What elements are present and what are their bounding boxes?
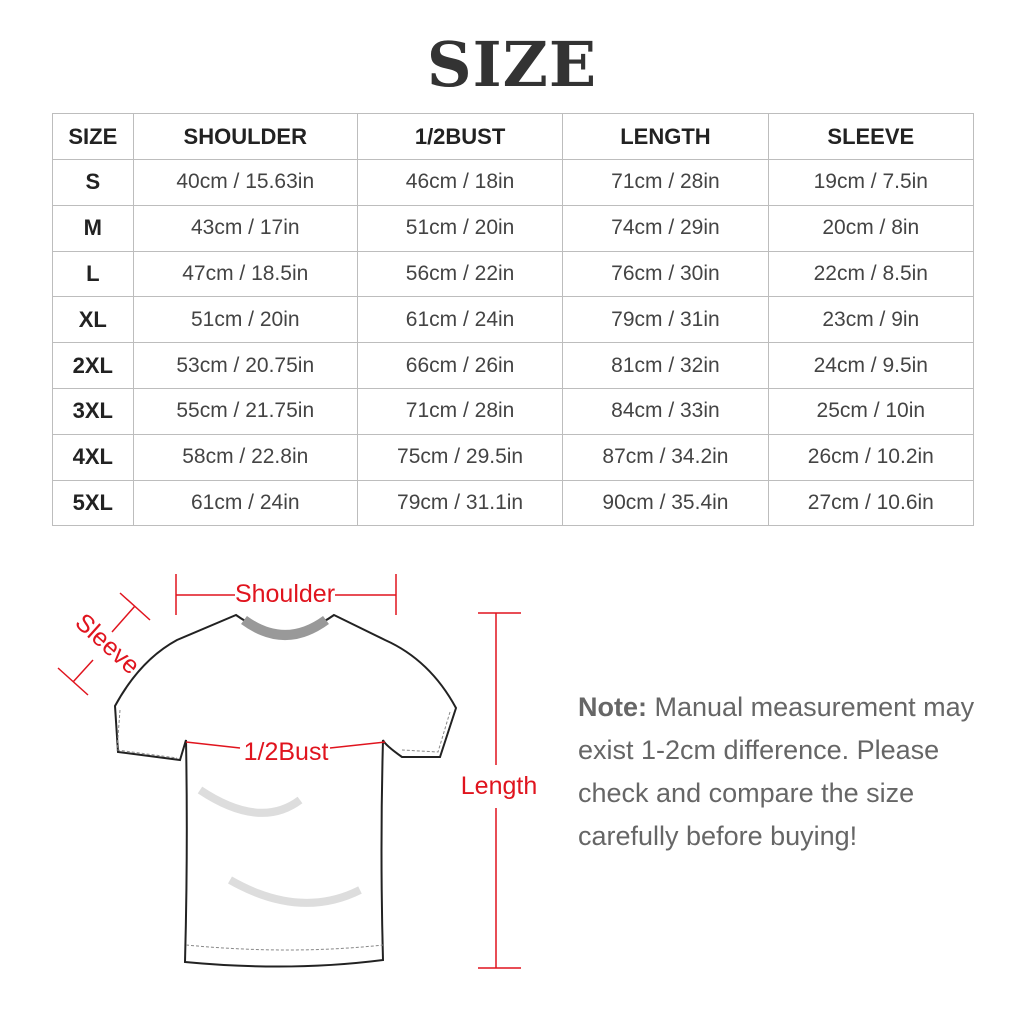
measurement-cell: 53cm / 20.75in (132, 342, 358, 389)
measurement-cell: 75cm / 29.5in (356, 433, 564, 481)
measurement-cell: 55cm / 21.75in (132, 387, 358, 435)
table-row: 5XL 61cm / 24in 79cm / 31.1in 90cm / 35.4in… (52, 479, 975, 527)
column-header: LENGTH (562, 113, 769, 160)
column-header: 1/2BUST (356, 113, 564, 160)
size-cell: 4XL (52, 433, 134, 481)
table-row: 2XL 53cm / 20.75in 66cm / 26in 81cm / 32in 2… (52, 342, 975, 389)
column-header: SLEEVE (767, 113, 975, 160)
sleeve-label: Sleeve (70, 608, 146, 680)
measurement-cell: 51cm / 20in (356, 204, 564, 252)
table-row: XL 51cm / 20in 61cm / 24in 79cm / 31in 23cm … (52, 296, 975, 344)
length-label: Length (461, 772, 537, 800)
table-header-row: SIZE SHOULDER 1/2BUST LENGTH SLEEVE (52, 113, 975, 160)
measurement-cell: 20cm / 8in (767, 204, 975, 252)
measurement-cell: 79cm / 31in (562, 296, 769, 344)
measurement-cell: 71cm / 28in (562, 159, 769, 206)
measurement-cell: 76cm / 30in (562, 250, 769, 298)
measurement-cell: 87cm / 34.2in (562, 433, 769, 481)
note-label: Note: (578, 692, 647, 722)
measurement-cell: 19cm / 7.5in (767, 159, 975, 206)
measurement-cell: 90cm / 35.4in (562, 479, 769, 527)
measurement-cell: 43cm / 17in (132, 204, 358, 252)
measurement-cell: 79cm / 31.1in (356, 479, 564, 527)
measurement-cell: 84cm / 33in (562, 387, 769, 435)
measurement-cell: 61cm / 24in (132, 479, 358, 527)
note-text: Manual measurement may exist 1-2cm diffe… (578, 692, 975, 851)
measurement-cell: 22cm / 8.5in (767, 250, 975, 298)
measurement-cell: 23cm / 9in (767, 296, 975, 344)
measurement-cell: 27cm / 10.6in (767, 479, 975, 527)
measurement-cell: 66cm / 26in (356, 342, 564, 389)
bust-label: 1/2Bust (244, 738, 329, 766)
size-cell: 3XL (52, 387, 134, 435)
measurement-cell: 56cm / 22in (356, 250, 564, 298)
size-cell: L (52, 250, 134, 298)
table-row: S 40cm / 15.63in 46cm / 18in 71cm / 28in 19c… (52, 159, 975, 206)
table-row: 3XL 55cm / 21.75in 71cm / 28in 84cm / 33in 2… (52, 387, 975, 435)
page-title: SIZE (426, 28, 598, 101)
tshirt-illustration (113, 613, 458, 968)
measurement-cell: 24cm / 9.5in (767, 342, 975, 389)
measurement-cell: 81cm / 32in (562, 342, 769, 389)
table-row: L 47cm / 18.5in 56cm / 22in 76cm / 30in 22cm… (52, 250, 975, 298)
table-row: M 43cm / 17in 51cm / 20in 74cm / 29in 20cm /… (52, 204, 975, 252)
measurement-cell: 46cm / 18in (356, 159, 564, 206)
size-table: SIZE SHOULDER 1/2BUST LENGTH SLEEVE S 40cm / … (52, 113, 975, 527)
size-cell: 5XL (52, 479, 134, 527)
measurement-cell: 25cm / 10in (767, 387, 975, 435)
measurement-cell: 40cm / 15.63in (132, 159, 358, 206)
column-header: SHOULDER (132, 113, 358, 160)
measurement-cell: 74cm / 29in (562, 204, 769, 252)
shoulder-label: Shoulder (235, 580, 335, 608)
measurement-cell: 58cm / 22.8in (132, 433, 358, 481)
column-header: SIZE (52, 113, 134, 160)
size-cell: XL (52, 296, 134, 344)
measurement-cell: 47cm / 18.5in (132, 250, 358, 298)
measurement-cell: 71cm / 28in (356, 387, 564, 435)
size-cell: S (52, 159, 134, 206)
measurement-cell: 51cm / 20in (132, 296, 358, 344)
table-row: 4XL 58cm / 22.8in 75cm / 29.5in 87cm / 34.2… (52, 433, 975, 481)
note: Note: Manual measurement may exist 1-2cm… (578, 686, 998, 858)
measurement-cell: 26cm / 10.2in (767, 433, 975, 481)
